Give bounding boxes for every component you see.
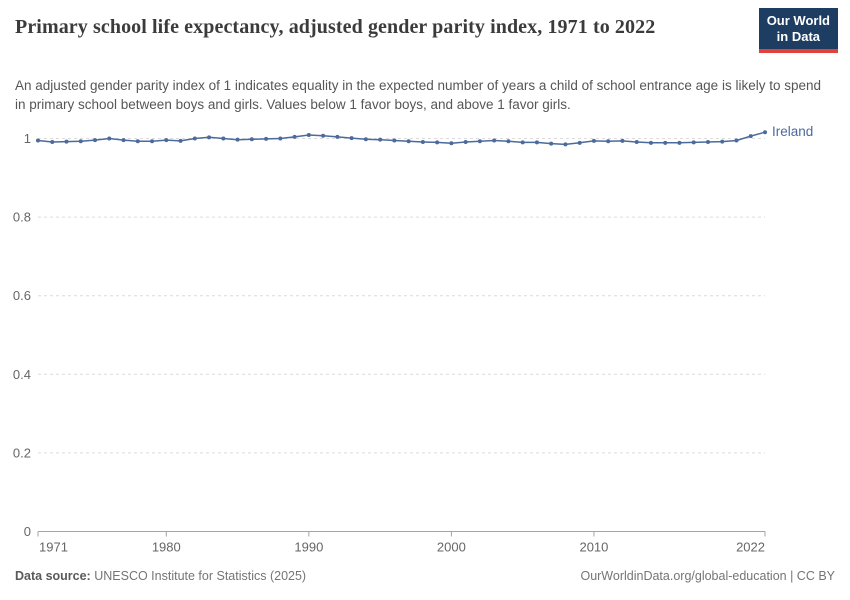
data-point[interactable] [677,140,682,145]
data-point[interactable] [378,137,383,142]
data-point[interactable] [121,138,126,143]
data-point[interactable] [492,138,497,143]
data-point[interactable] [107,136,112,141]
data-line-ireland[interactable] [37,131,766,146]
data-point[interactable] [164,138,169,143]
data-point[interactable] [648,140,653,145]
data-point[interactable] [606,139,611,144]
data-point[interactable] [463,140,468,145]
y-tick-label: 0.2 [13,445,31,460]
data-point[interactable] [563,142,568,147]
data-point[interactable] [663,140,668,145]
data-point[interactable] [178,138,183,143]
data-point[interactable] [306,132,311,137]
footer-license[interactable]: OurWorldinData.org/global-education | CC… [580,569,835,583]
x-tick-label: 2000 [437,540,466,555]
data-point[interactable] [78,139,83,144]
data-point[interactable] [392,138,397,143]
data-point[interactable] [150,139,155,144]
data-point[interactable] [221,136,226,141]
y-tick-label: 0 [24,524,31,539]
y-tick-label: 1 [24,131,31,146]
data-point[interactable] [36,138,40,143]
data-point[interactable] [591,138,596,143]
data-point[interactable] [549,141,554,146]
page-title: Primary school life expectancy, adjusted… [15,16,656,38]
data-point[interactable] [264,136,269,141]
data-point[interactable] [477,139,482,144]
x-tick-label: 1990 [294,540,323,555]
data-point[interactable] [292,134,297,139]
datasource-value: UNESCO Institute for Statistics (2025) [94,569,307,583]
data-point[interactable] [705,140,710,145]
data-point[interactable] [449,141,454,146]
data-point[interactable] [506,139,511,144]
data-point[interactable] [534,140,539,145]
y-tick-label: 0.6 [13,288,31,303]
data-point[interactable] [349,136,354,141]
chart-footer: Data source: UNESCO Institute for Statis… [15,569,835,583]
data-point[interactable] [135,139,140,144]
owid-logo-line1: Our World [766,13,830,28]
chart-subtitle: An adjusted gender parity index of 1 ind… [15,78,821,112]
data-point[interactable] [278,136,283,141]
y-tick-label: 0.8 [13,210,31,225]
data-point[interactable] [207,135,212,140]
data-point[interactable] [520,140,525,145]
data-point[interactable] [64,139,69,144]
y-tick-label: 0.4 [13,367,31,382]
owid-logo-line2: in Data [776,29,821,44]
x-tick-label: 1971 [39,540,68,555]
data-point[interactable] [720,139,725,144]
series-end-label[interactable]: Ireland [772,124,813,139]
data-point[interactable] [420,140,425,145]
data-point[interactable] [734,138,739,143]
data-point[interactable] [335,134,340,139]
data-point[interactable] [748,134,753,139]
data-point[interactable] [235,137,240,142]
footer-datasource: Data source: UNESCO Institute for Statis… [15,569,306,583]
data-point[interactable] [93,138,98,143]
x-tick-label: 2022 [736,540,765,555]
data-point[interactable] [634,140,639,145]
data-point[interactable] [321,133,326,138]
x-tick-label: 1980 [152,540,181,555]
data-point[interactable] [249,137,254,142]
data-point[interactable] [763,130,767,135]
x-tick-label: 2010 [579,540,608,555]
data-point[interactable] [50,140,55,145]
data-point[interactable] [363,137,368,142]
data-point[interactable] [577,140,582,145]
datasource-label: Data source: [15,569,91,583]
owid-logo[interactable]: Our World in Data [758,8,838,53]
data-point[interactable] [691,140,696,145]
data-point[interactable] [192,136,197,141]
data-point[interactable] [620,138,625,143]
data-point[interactable] [406,139,411,144]
data-point[interactable] [435,140,440,145]
